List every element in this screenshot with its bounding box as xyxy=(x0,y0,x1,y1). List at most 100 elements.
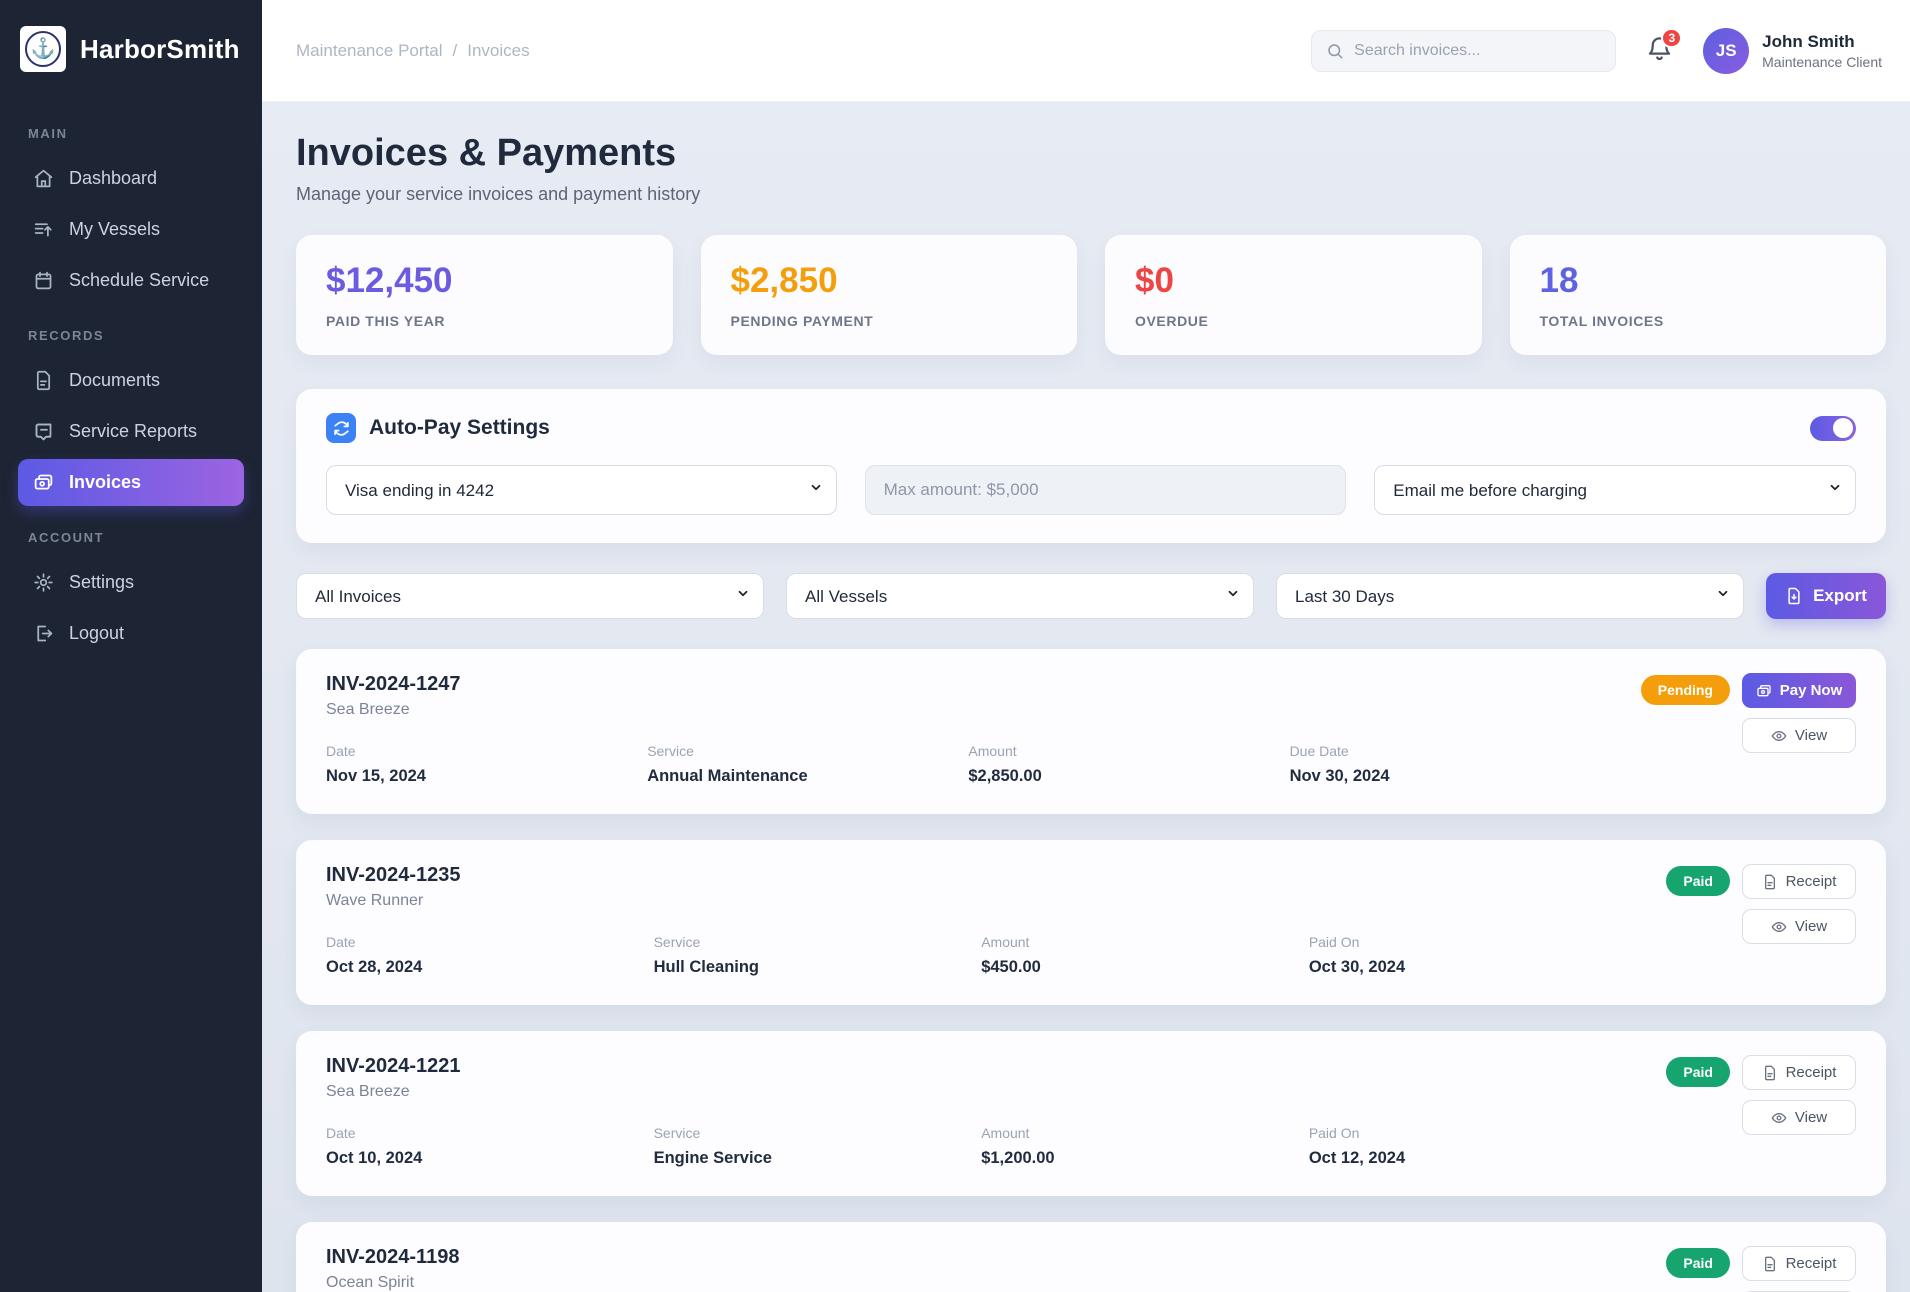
autopay-toggle[interactable] xyxy=(1810,415,1856,441)
invoice-id: INV-2024-1221 xyxy=(326,1055,461,1077)
pay-now-button[interactable]: Pay Now xyxy=(1742,673,1856,708)
view-button[interactable]: View xyxy=(1742,718,1856,753)
sidebar-item-settings[interactable]: Settings xyxy=(18,559,244,606)
sidebar-item-my-vessels[interactable]: My Vessels xyxy=(18,206,244,253)
invoice-field: Amount $450.00 xyxy=(981,934,1309,977)
invoice-field: Amount $2,850.00 xyxy=(968,743,1289,786)
sidebar-section: MAIN Dashboard My Vessels Schedule Service xyxy=(18,120,244,304)
invoice-field-label: Date xyxy=(326,1125,356,1141)
invoice-fields: Date Nov 15, 2024 Service Annual Maintenanc… xyxy=(326,743,1611,786)
date-range-filter-select[interactable]: Last 30 Days xyxy=(1276,573,1744,619)
calendar-icon xyxy=(35,271,52,290)
invoice-field: Date Oct 10, 2024 xyxy=(326,1125,654,1168)
invoice-field-label: Date xyxy=(326,743,356,759)
card-icon xyxy=(1757,684,1771,696)
stat-value: 18 xyxy=(1539,261,1579,300)
invoice-field-value: Nov 30, 2024 xyxy=(1289,767,1390,785)
receipt-icon xyxy=(1764,1065,1775,1080)
invoice-field: Amount $1,200.00 xyxy=(981,1125,1309,1168)
main-content: Invoices & Payments Manage your service … xyxy=(262,102,1910,1292)
anchor-icon: ⚓ xyxy=(25,31,61,67)
export-button[interactable]: Export xyxy=(1766,573,1886,619)
avatar: JS xyxy=(1703,27,1750,74)
filters-row: All Invoices All Vessels Last 30 Days Ex… xyxy=(296,573,1886,619)
invoice-id: INV-2024-1247 xyxy=(326,673,461,695)
invoice-field: Date Nov 15, 2024 xyxy=(326,743,647,786)
view-button[interactable]: View xyxy=(1742,909,1856,944)
sidebar-item-service-reports[interactable]: Service Reports xyxy=(18,408,244,455)
stat-value: $2,850 xyxy=(730,261,838,300)
sidebar-item-documents[interactable]: Documents xyxy=(18,357,244,404)
user-menu[interactable]: JS John Smith Maintenance Client xyxy=(1703,27,1882,74)
invoice-actions: Receipt View xyxy=(1742,864,1856,944)
sidebar-item-dashboard[interactable]: Dashboard xyxy=(18,155,244,202)
page-subtitle: Manage your service invoices and payment… xyxy=(296,184,701,204)
invoice-field-value: $450.00 xyxy=(981,958,1041,976)
notifications-button[interactable]: 3 xyxy=(1646,27,1683,67)
status-badge: Paid xyxy=(1666,866,1730,896)
status-badge: Paid xyxy=(1666,1057,1730,1087)
payment-method-select[interactable]: Visa ending in 4242 xyxy=(326,465,837,515)
invoices-icon xyxy=(34,474,53,490)
invoice-field-label: Paid On xyxy=(1308,934,1360,950)
status-badge: Pending xyxy=(1640,675,1730,705)
breadcrumb: Maintenance Portal / Invoices xyxy=(296,41,530,61)
stat-card: $0 OVERDUE xyxy=(1105,235,1482,355)
sidebar-section-label: RECORDS xyxy=(28,328,105,343)
stat-value: $0 xyxy=(1135,261,1174,300)
logout-icon xyxy=(37,625,53,642)
invoice-field-value: $2,850.00 xyxy=(968,767,1042,785)
view-button[interactable]: View xyxy=(1742,1100,1856,1135)
stats-row: $12,450 PAID THIS YEAR $2,850 PENDING PA… xyxy=(296,235,1886,355)
bell-icon xyxy=(1648,36,1671,60)
invoice-field-label: Amount xyxy=(968,743,1017,759)
report-icon xyxy=(35,423,52,441)
sidebar-item-label: My Vessels xyxy=(69,219,161,239)
sidebar-item-schedule-service[interactable]: Schedule Service xyxy=(18,257,244,304)
stat-value: $12,450 xyxy=(326,261,453,300)
receipt-button[interactable]: Receipt xyxy=(1742,1055,1856,1090)
sidebar-item-label: Invoices xyxy=(69,472,142,492)
max-amount-input[interactable] xyxy=(864,465,1347,515)
stat-label: PENDING PAYMENT xyxy=(730,313,874,329)
vessel-filter-select[interactable]: All Vessels xyxy=(786,573,1254,619)
notification-option-select[interactable]: Email me before charging xyxy=(1374,465,1856,515)
receipt-icon xyxy=(1764,874,1775,889)
stat-label: TOTAL INVOICES xyxy=(1539,313,1664,329)
invoice-field-label: Paid On xyxy=(1308,1125,1360,1141)
receipt-button[interactable]: Receipt xyxy=(1742,864,1856,899)
sidebar-item-invoices[interactable]: Invoices xyxy=(18,459,244,506)
invoice-fields: Date Oct 10, 2024 Service Engine Service Amo… xyxy=(326,1125,1636,1168)
notification-badge: 3 xyxy=(1661,27,1683,48)
sidebar-section-label: MAIN xyxy=(28,126,68,141)
search-box[interactable] xyxy=(1311,29,1617,72)
home-icon xyxy=(34,169,53,188)
invoice-fields: Date Oct 28, 2024 Service Hull Cleaning Amou… xyxy=(326,934,1636,977)
user-name: John Smith xyxy=(1762,31,1855,51)
invoice-field-label: Date xyxy=(326,934,356,950)
invoice-field: Paid On Oct 30, 2024 xyxy=(1309,934,1637,977)
invoice-field-label: Due Date xyxy=(1289,743,1349,759)
sidebar-section-label: ACCOUNT xyxy=(28,530,105,545)
breadcrumb-parent[interactable]: Maintenance Portal xyxy=(296,40,443,60)
invoice-field-value: Oct 10, 2024 xyxy=(326,1149,423,1167)
invoice-field: Paid On Oct 12, 2024 xyxy=(1309,1125,1637,1168)
export-icon xyxy=(1788,587,1800,605)
stat-card: 18 TOTAL INVOICES xyxy=(1509,235,1886,355)
invoice-id: INV-2024-1198 xyxy=(326,1246,460,1268)
sidebar-item-logout[interactable]: Logout xyxy=(18,610,244,657)
stat-label: OVERDUE xyxy=(1135,313,1209,329)
invoice-filter-select[interactable]: All Invoices xyxy=(296,573,764,619)
invoice-vessel: Sea Breeze xyxy=(326,1083,410,1100)
invoice-list: INV-2024-1247 Sea Breeze Date Nov 15, 202… xyxy=(296,649,1886,1292)
sidebar-item-label: Settings xyxy=(69,572,135,592)
brand-name: HarborSmith xyxy=(80,33,240,64)
breadcrumb-current: Invoices xyxy=(467,40,530,60)
invoice-field-label: Amount xyxy=(981,1125,1030,1141)
search-input[interactable] xyxy=(1354,41,1602,60)
invoice-actions: Receipt View xyxy=(1742,1055,1856,1135)
receipt-button[interactable]: Receipt xyxy=(1742,1246,1856,1281)
receipt-icon xyxy=(1764,1256,1775,1271)
sync-icon xyxy=(326,413,356,443)
